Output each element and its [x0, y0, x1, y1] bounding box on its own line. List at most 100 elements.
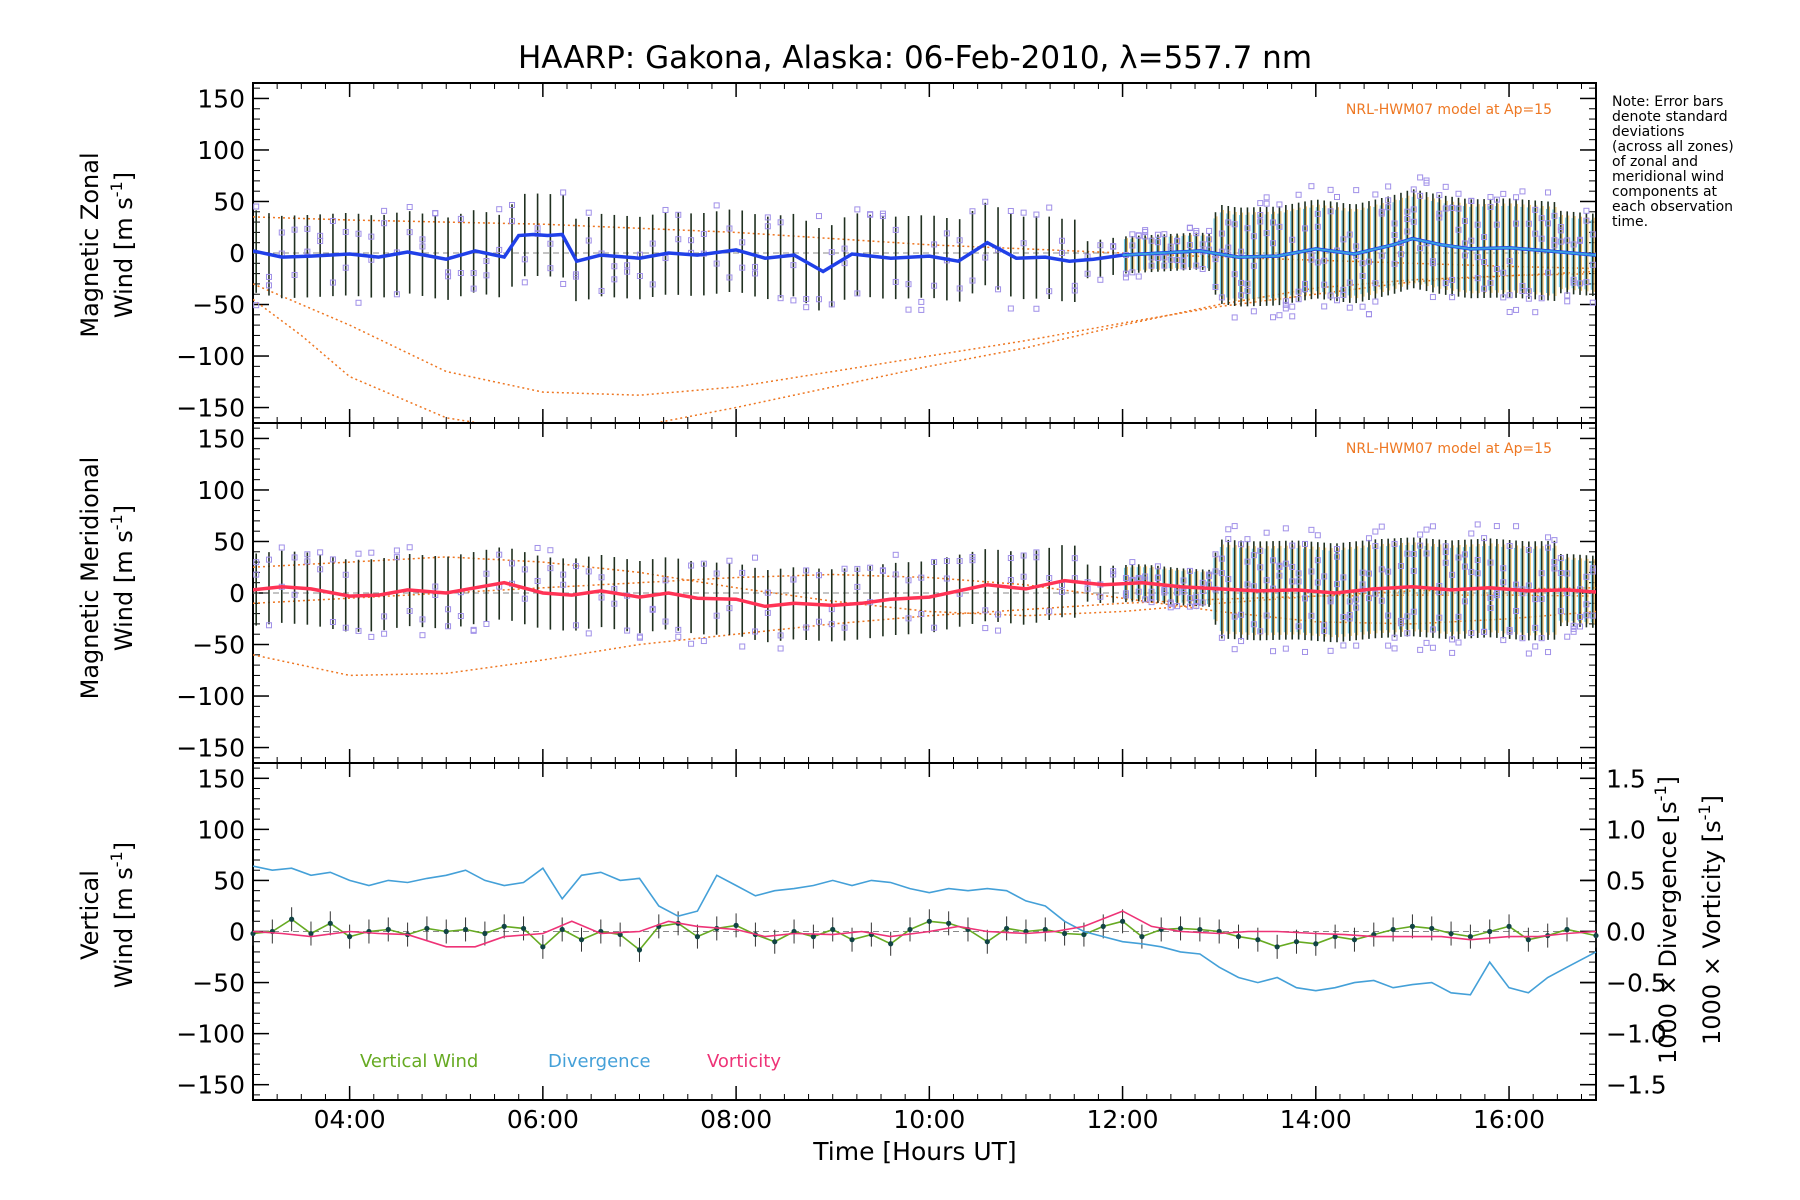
outlier-marker — [1583, 207, 1590, 214]
vertical-wind-point — [1564, 926, 1570, 933]
outlier-marker — [1302, 595, 1309, 602]
outlier-marker — [1231, 314, 1238, 321]
outlier-marker — [918, 574, 925, 581]
outlier-marker — [457, 270, 464, 277]
outlier-marker — [1340, 614, 1347, 621]
outlier-marker — [1564, 298, 1571, 305]
outlier-marker — [1295, 296, 1302, 303]
outlier-marker — [1487, 559, 1494, 566]
outlier-marker — [1461, 217, 1468, 224]
x-axis: 04:00 06:00 08:00 10:00 12:00 14:00 16:00 — [314, 1105, 1545, 1134]
outlier-marker — [1071, 287, 1078, 294]
outlier-marker — [700, 560, 707, 567]
vertical-wind-point — [1351, 937, 1358, 943]
outlier-marker — [1506, 542, 1513, 549]
outlier-marker — [752, 270, 759, 277]
outlier-marker — [329, 217, 336, 224]
outlier-marker — [1513, 194, 1520, 201]
outlier-marker — [1282, 301, 1289, 308]
outlier-marker — [1385, 204, 1392, 211]
outlier-marker — [1238, 638, 1245, 645]
outlier-marker — [1058, 237, 1065, 244]
outlier-marker — [432, 210, 439, 217]
outlier-marker — [1238, 279, 1245, 286]
outlier-marker — [1333, 297, 1340, 304]
outlier-marker — [1148, 599, 1155, 606]
outlier-marker — [1372, 280, 1379, 287]
outlier-marker — [1199, 599, 1206, 606]
outlier-marker — [1545, 269, 1552, 276]
outlier-marker — [905, 615, 912, 622]
outlier-marker — [1449, 636, 1456, 643]
outlier-marker — [1346, 611, 1353, 618]
outlier-marker — [585, 209, 592, 216]
outlier-marker — [1263, 200, 1270, 207]
outlier-marker — [1289, 563, 1296, 570]
outlier-marker — [419, 616, 426, 623]
outlier-marker — [879, 567, 886, 574]
outlier-marker — [1263, 529, 1270, 536]
outlier-marker — [496, 551, 503, 558]
outlier-marker — [1340, 574, 1347, 581]
note-line: (across all zones) — [1612, 139, 1734, 155]
outlier-marker — [1353, 604, 1360, 611]
outlier-marker — [1225, 536, 1232, 543]
outlier-marker — [1327, 598, 1334, 605]
outlier-marker — [1218, 294, 1225, 301]
outlier-marker — [1302, 540, 1309, 547]
outlier-marker — [1282, 298, 1289, 305]
outlier-marker — [1193, 602, 1200, 609]
outlier-marker — [1218, 230, 1225, 237]
vertical-wind-point — [1061, 930, 1068, 937]
outlier-marker — [1378, 210, 1385, 217]
outlier-marker — [329, 279, 336, 286]
outlier-marker — [1314, 579, 1321, 586]
outlier-marker — [1378, 566, 1385, 573]
outlier-marker — [1589, 565, 1596, 572]
outlier-marker — [636, 633, 643, 640]
outlier-marker — [841, 260, 848, 267]
vertical-wind-point — [1293, 939, 1300, 945]
outlier-marker — [1410, 567, 1417, 574]
outlier-marker — [892, 551, 899, 558]
ylabel-meridional-line1: Magnetic Meridional — [76, 457, 104, 700]
outlier-marker — [1519, 188, 1526, 195]
outlier-marker — [1474, 556, 1481, 563]
outlier-marker — [1583, 279, 1590, 286]
ylabel-vertical-line2: Wind [m s-1] — [107, 842, 138, 988]
vertical-wind-point — [1467, 934, 1473, 940]
outlier-marker — [406, 544, 413, 551]
outlier-marker — [1167, 243, 1174, 250]
outlier-marker — [662, 206, 669, 213]
right-y-tick-label: −0.5 — [1606, 969, 1667, 998]
outlier-marker — [1410, 186, 1417, 193]
outlier-marker — [355, 550, 362, 557]
vertical-wind-point — [733, 922, 739, 928]
outlier-marker — [1007, 207, 1014, 214]
outlier-marker — [1525, 582, 1532, 589]
right-y-tick-label: 0.0 — [1606, 918, 1646, 947]
outlier-marker — [1442, 280, 1449, 287]
vertical-wind-point — [1139, 934, 1145, 940]
outlier-marker — [1525, 288, 1532, 295]
outlier-marker — [892, 226, 899, 233]
outlier-marker — [509, 217, 516, 224]
outlier-marker — [611, 276, 618, 283]
outlier-marker — [1276, 312, 1283, 319]
outlier-marker — [1346, 231, 1353, 238]
ylabel-divergence-text: 1000 × Divergence [s-1] — [1651, 776, 1682, 1064]
outlier-marker — [752, 554, 759, 561]
outlier-marker — [265, 282, 272, 289]
outlier-marker — [342, 228, 349, 235]
outlier-marker — [1161, 586, 1168, 593]
outlier-marker — [1525, 220, 1532, 227]
outlier-marker — [1487, 194, 1494, 201]
outlier-marker — [764, 589, 771, 596]
outlier-marker — [1238, 248, 1245, 255]
outlier-marker — [1538, 295, 1545, 302]
outlier-marker — [278, 229, 285, 236]
outlier-marker — [1321, 257, 1328, 264]
outlier-marker — [1583, 612, 1590, 619]
outlier-marker — [1532, 596, 1539, 603]
outlier-marker — [1282, 525, 1289, 532]
